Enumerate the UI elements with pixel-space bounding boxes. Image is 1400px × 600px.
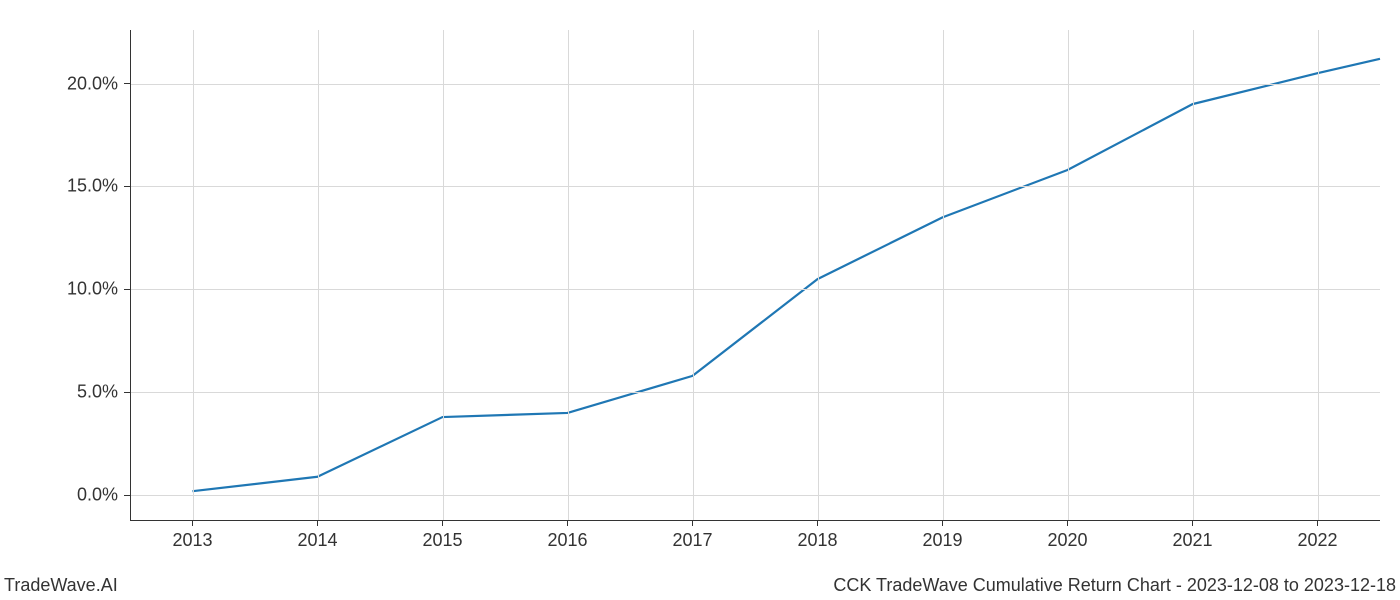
grid-line-horizontal: [130, 392, 1380, 393]
y-tick-label: 15.0%: [67, 176, 118, 197]
grid-line-vertical: [193, 30, 194, 520]
x-tick-label: 2013: [172, 530, 212, 551]
y-tick-label: 5.0%: [77, 382, 118, 403]
grid-line-horizontal: [130, 84, 1380, 85]
grid-line-horizontal: [130, 495, 1380, 496]
y-tick-label: 20.0%: [67, 73, 118, 94]
grid-line-vertical: [568, 30, 569, 520]
grid-line-vertical: [443, 30, 444, 520]
y-tick-label: 0.0%: [77, 485, 118, 506]
grid-line-horizontal: [130, 186, 1380, 187]
grid-line-vertical: [1318, 30, 1319, 520]
plot-area: [130, 30, 1380, 520]
chart-container: TradeWave.AI CCK TradeWave Cumulative Re…: [0, 0, 1400, 600]
x-tick-label: 2015: [422, 530, 462, 551]
x-tick-label: 2017: [672, 530, 712, 551]
x-tick-label: 2014: [297, 530, 337, 551]
x-tick-label: 2019: [922, 530, 962, 551]
grid-line-vertical: [818, 30, 819, 520]
x-tick-label: 2016: [547, 530, 587, 551]
footer-right-label: CCK TradeWave Cumulative Return Chart - …: [833, 575, 1396, 596]
y-tick-label: 10.0%: [67, 279, 118, 300]
grid-line-horizontal: [130, 289, 1380, 290]
footer-left-label: TradeWave.AI: [4, 575, 118, 596]
grid-line-vertical: [1193, 30, 1194, 520]
x-tick-label: 2021: [1172, 530, 1212, 551]
grid-line-vertical: [318, 30, 319, 520]
grid-line-vertical: [943, 30, 944, 520]
spine-bottom: [130, 520, 1380, 521]
spine-left: [130, 30, 131, 520]
x-tick-label: 2020: [1047, 530, 1087, 551]
return-line-path: [193, 59, 1381, 491]
grid-line-vertical: [693, 30, 694, 520]
x-tick-label: 2022: [1297, 530, 1337, 551]
grid-line-vertical: [1068, 30, 1069, 520]
x-tick-label: 2018: [797, 530, 837, 551]
